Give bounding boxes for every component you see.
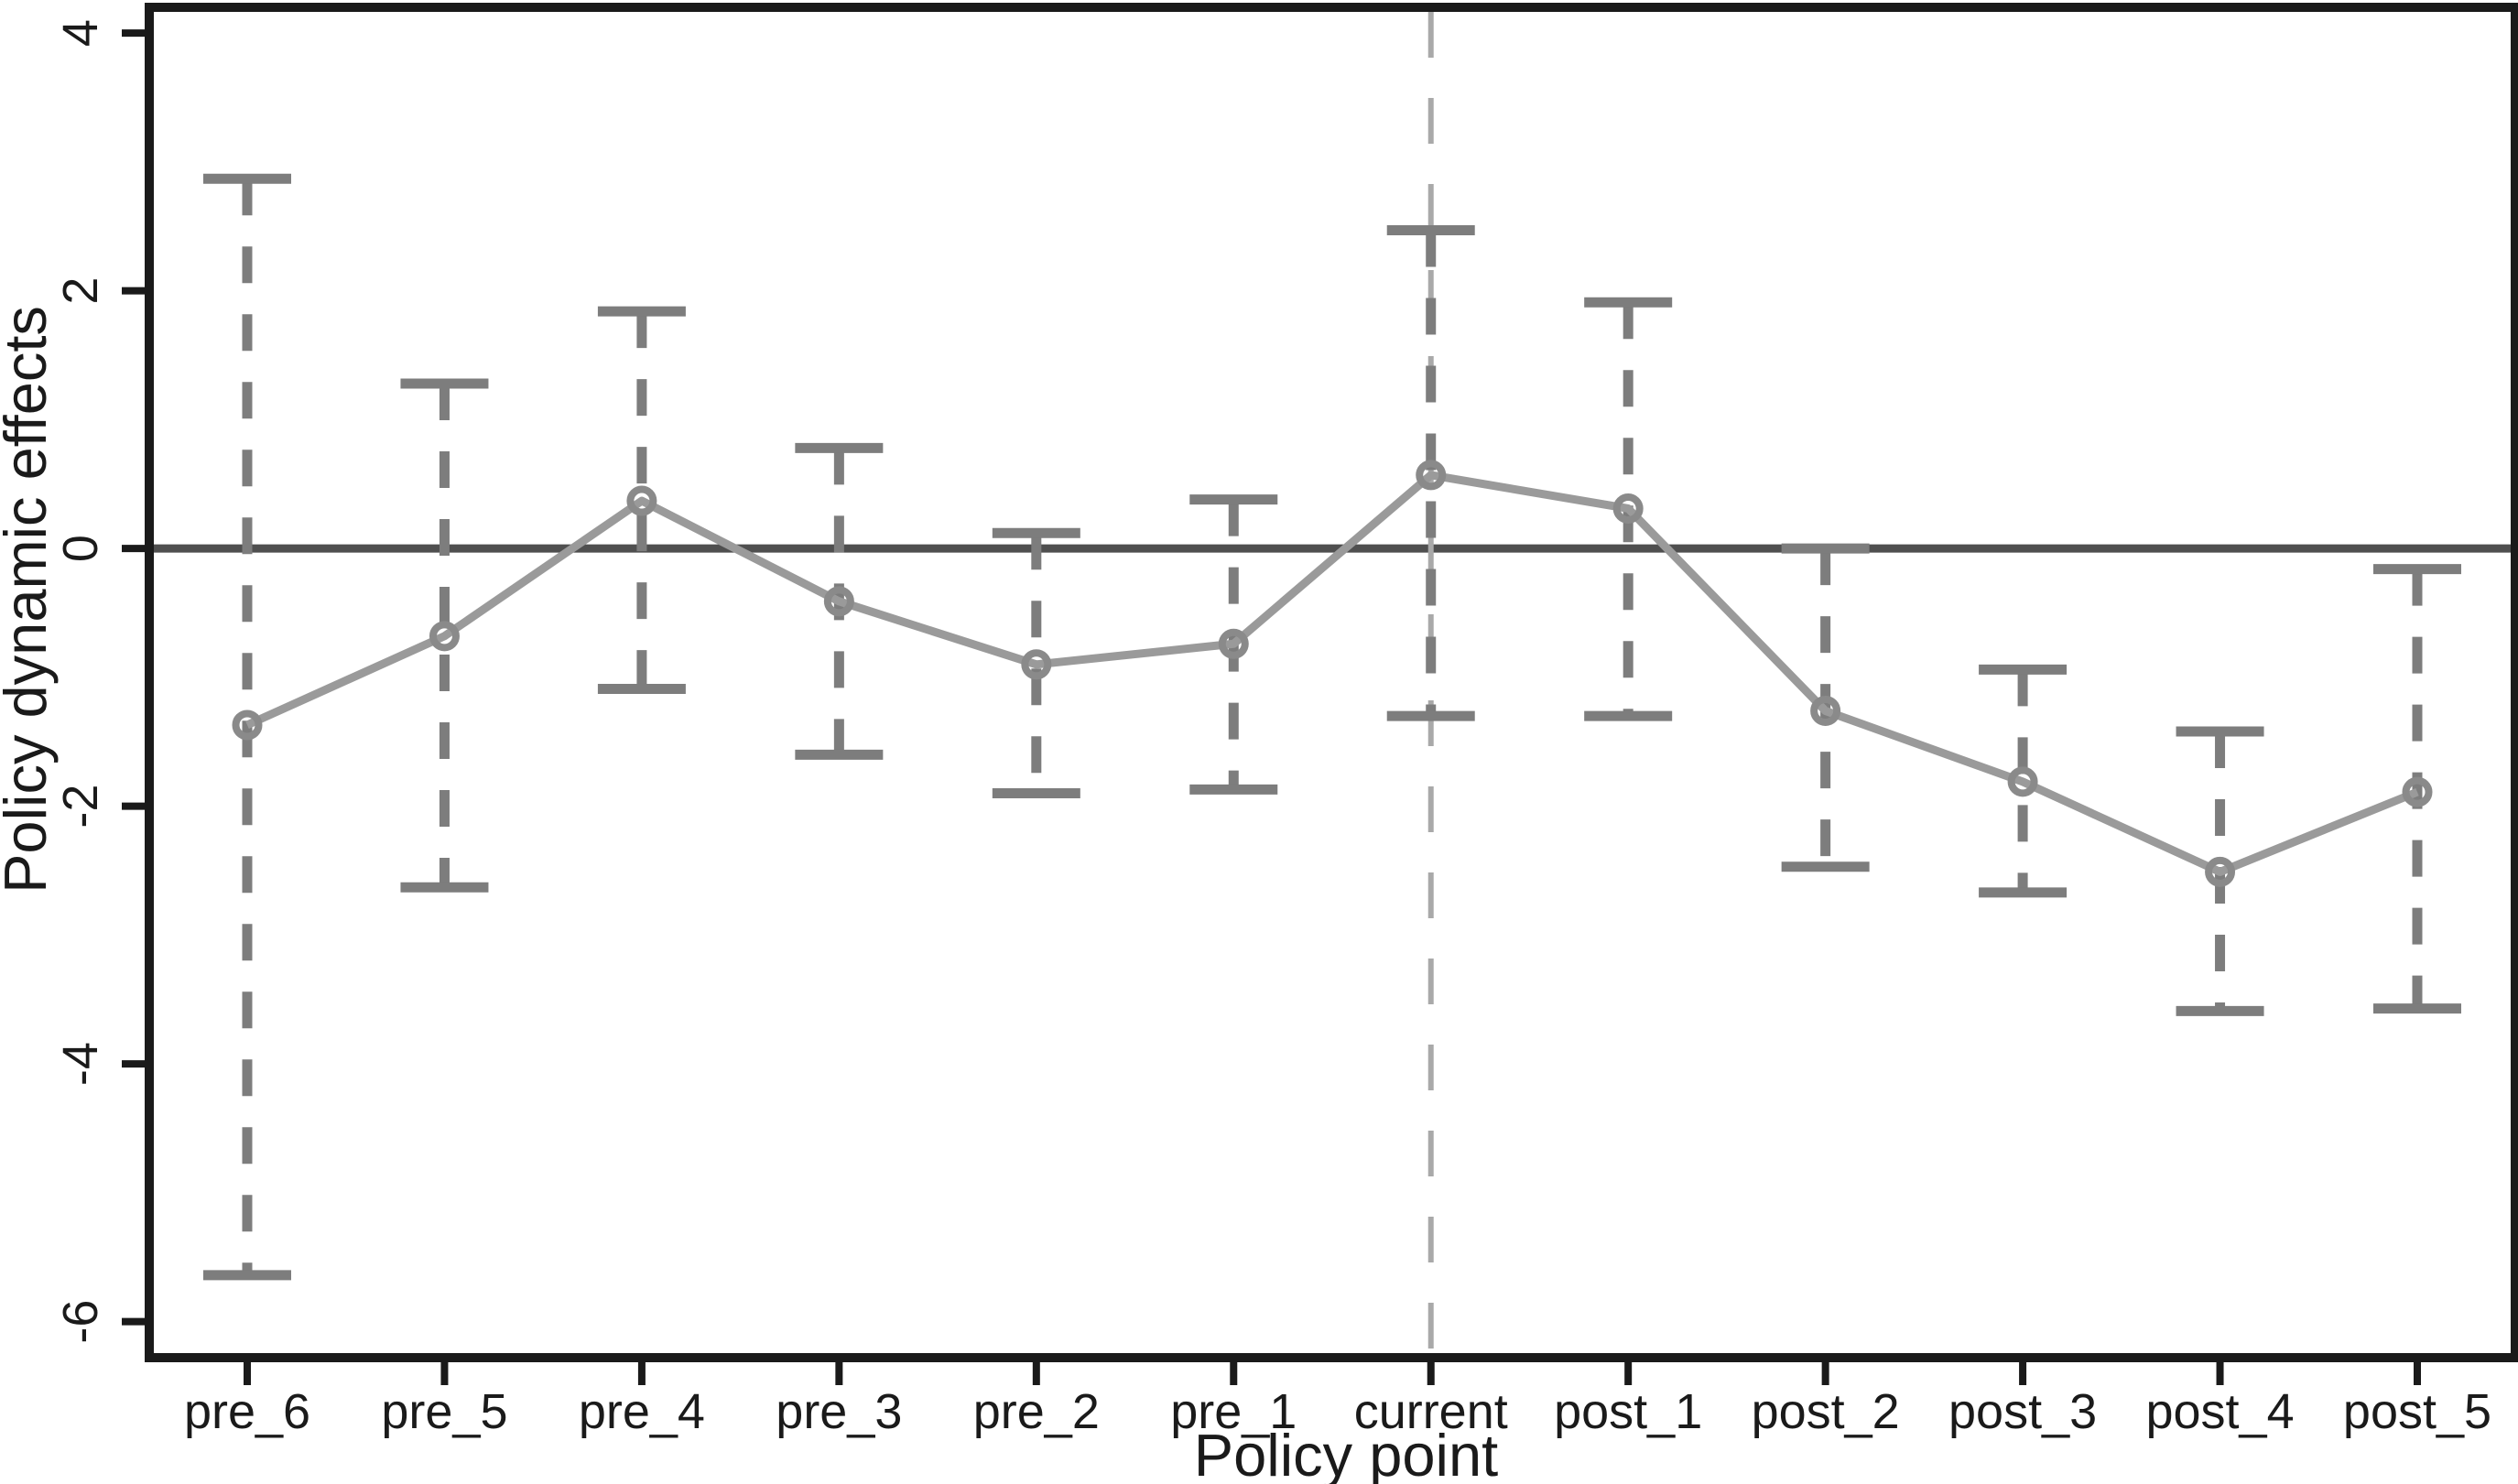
y-tick-label: -6 xyxy=(53,1300,108,1344)
y-tick-label: -2 xyxy=(53,785,108,829)
x-tick-label: pre_1 xyxy=(1170,1384,1297,1439)
x-tick-label: post_5 xyxy=(2343,1384,2491,1439)
x-tick-label: pre_5 xyxy=(381,1384,507,1439)
data-point-marker xyxy=(2402,776,2433,807)
data-point-marker xyxy=(626,485,657,516)
y-tick-label: 4 xyxy=(53,19,108,47)
data-point-marker xyxy=(2007,766,2038,797)
x-tick-label: pre_6 xyxy=(184,1384,310,1439)
plot-border xyxy=(145,3,2518,1362)
x-tick-label: pre_4 xyxy=(579,1384,705,1439)
data-point-marker xyxy=(1810,695,1841,726)
x-tick-label: current xyxy=(1354,1384,1508,1439)
x-tick-label: post_3 xyxy=(1948,1384,2097,1439)
y-tick-label: 2 xyxy=(53,277,108,305)
y-tick-label: 0 xyxy=(53,535,108,562)
x-tick-label: post_2 xyxy=(1752,1384,1900,1439)
data-point-marker xyxy=(232,710,263,741)
y-axis-title: Policy dynamic effects xyxy=(0,306,59,894)
x-tick-label: pre_3 xyxy=(776,1384,902,1439)
data-point-marker xyxy=(823,586,854,617)
data-point-marker xyxy=(1612,493,1644,524)
data-point-marker xyxy=(1218,628,1249,659)
data-point-marker xyxy=(2205,856,2236,887)
y-tick-label: -4 xyxy=(53,1042,108,1086)
x-tick-label: pre_2 xyxy=(973,1384,1100,1439)
data-point-marker xyxy=(429,621,460,652)
data-point-marker xyxy=(1416,460,1447,491)
x-tick-label: post_1 xyxy=(1554,1384,1702,1439)
data-point-marker xyxy=(1021,649,1052,680)
x-tick-label: post_4 xyxy=(2145,1384,2294,1439)
plot-area: 4 2 0 -2 -4 -6 pre_6 pre_5 pre_4 pre_3 pre_2 pre_1 c… xyxy=(53,3,2518,1439)
x-axis-title: Policy point xyxy=(1194,1422,1498,1484)
series-line xyxy=(245,471,2419,876)
